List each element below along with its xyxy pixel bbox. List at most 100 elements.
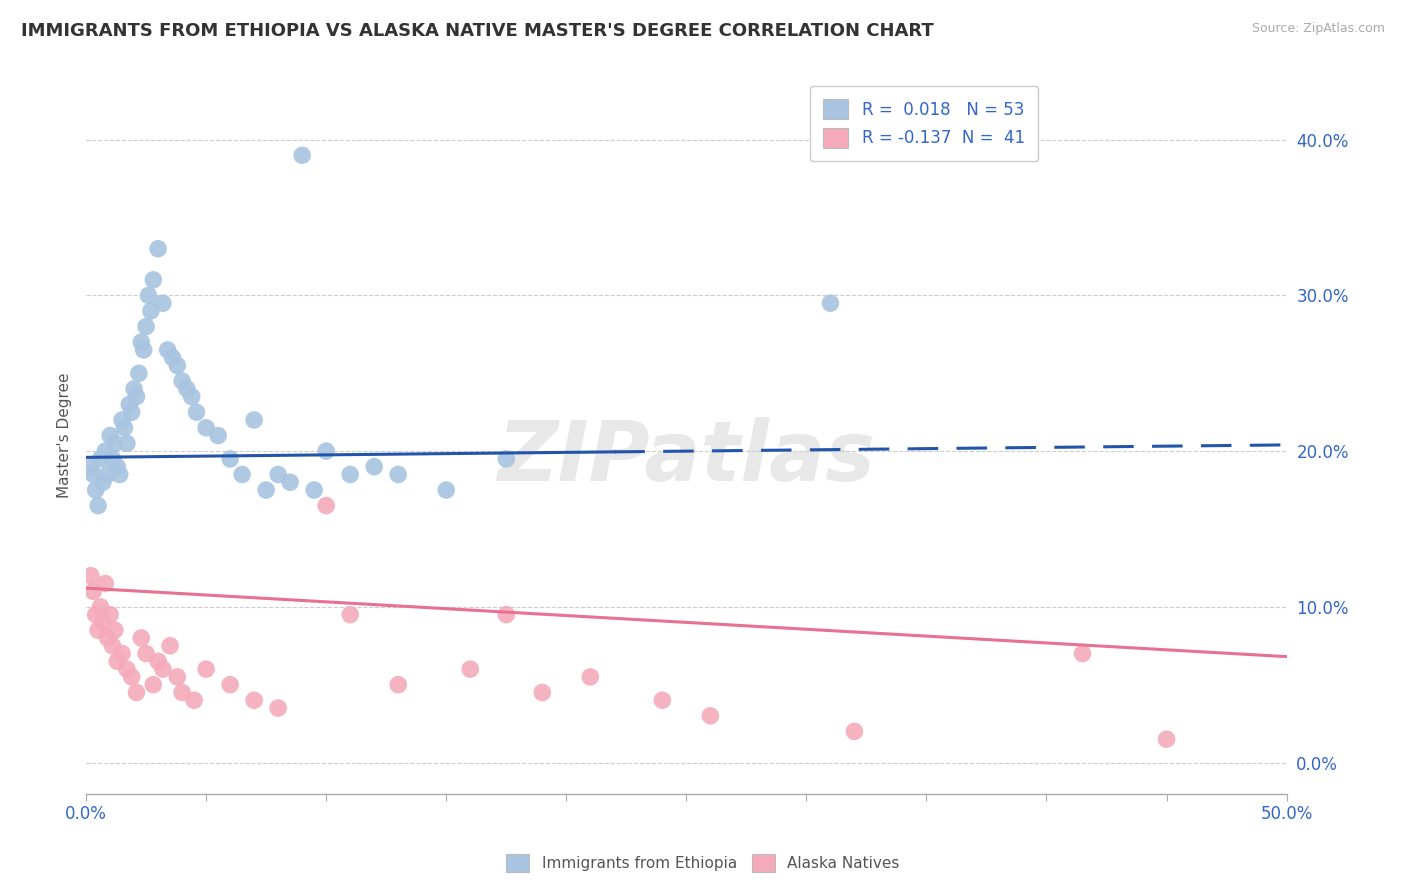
Point — [186, 405, 208, 419]
Point — [80, 568, 103, 582]
Point — [162, 351, 184, 365]
Point — [82, 467, 104, 482]
Point — [339, 607, 361, 622]
Point — [87, 499, 110, 513]
Point — [129, 631, 152, 645]
Point — [80, 459, 103, 474]
Point — [495, 607, 517, 622]
Point — [125, 685, 148, 699]
Point — [142, 678, 165, 692]
Point — [114, 421, 136, 435]
Y-axis label: Master's Degree: Master's Degree — [58, 373, 72, 499]
Point — [315, 444, 337, 458]
Point — [97, 467, 120, 482]
Point — [302, 483, 325, 497]
Point — [104, 623, 127, 637]
Point — [152, 296, 174, 310]
Point — [94, 576, 117, 591]
Point — [122, 382, 145, 396]
Point — [231, 467, 253, 482]
Point — [243, 413, 266, 427]
Point — [125, 390, 148, 404]
Point — [195, 421, 218, 435]
Point — [94, 444, 117, 458]
Point — [243, 693, 266, 707]
Point — [699, 708, 721, 723]
Text: Source: ZipAtlas.com: Source: ZipAtlas.com — [1251, 22, 1385, 36]
Point — [89, 451, 111, 466]
Point — [105, 459, 128, 474]
Point — [98, 607, 121, 622]
Point — [1071, 647, 1094, 661]
Text: IMMIGRANTS FROM ETHIOPIA VS ALASKA NATIVE MASTER'S DEGREE CORRELATION CHART: IMMIGRANTS FROM ETHIOPIA VS ALASKA NATIV… — [21, 22, 934, 40]
Point — [651, 693, 673, 707]
Point — [458, 662, 481, 676]
Point — [387, 467, 409, 482]
Point — [118, 397, 141, 411]
Point — [121, 405, 143, 419]
Point — [87, 623, 110, 637]
Point — [135, 319, 157, 334]
Point — [129, 335, 152, 350]
Point — [166, 359, 188, 373]
Point — [91, 615, 114, 630]
Point — [267, 467, 290, 482]
Point — [101, 639, 124, 653]
Point — [195, 662, 218, 676]
Point — [135, 647, 157, 661]
Point — [84, 607, 107, 622]
Point — [105, 654, 128, 668]
Point — [531, 685, 554, 699]
Point — [98, 428, 121, 442]
Point — [89, 599, 111, 614]
Point — [159, 639, 181, 653]
Point — [495, 451, 517, 466]
Point — [128, 366, 150, 380]
Point — [152, 662, 174, 676]
Point — [104, 436, 127, 450]
Point — [146, 242, 169, 256]
Point — [254, 483, 277, 497]
Point — [176, 382, 198, 396]
Point — [363, 459, 385, 474]
Point — [108, 467, 131, 482]
Point — [339, 467, 361, 482]
Point — [91, 475, 114, 490]
Point — [278, 475, 301, 490]
Point — [139, 304, 162, 318]
Point — [82, 584, 104, 599]
Legend: R =  0.018   N = 53, R = -0.137  N =  41: R = 0.018 N = 53, R = -0.137 N = 41 — [810, 86, 1038, 161]
Point — [207, 428, 229, 442]
Point — [1156, 732, 1178, 747]
Point — [219, 451, 242, 466]
Point — [115, 436, 138, 450]
Point — [146, 654, 169, 668]
Point — [387, 678, 409, 692]
Point — [121, 670, 143, 684]
Point — [434, 483, 457, 497]
Point — [111, 413, 134, 427]
Legend: Immigrants from Ethiopia, Alaska Natives: Immigrants from Ethiopia, Alaska Natives — [499, 846, 907, 880]
Point — [172, 374, 194, 388]
Point — [111, 647, 134, 661]
Point — [142, 273, 165, 287]
Point — [166, 670, 188, 684]
Point — [219, 678, 242, 692]
Point — [115, 662, 138, 676]
Point — [84, 483, 107, 497]
Point — [183, 693, 205, 707]
Point — [291, 148, 314, 162]
Point — [180, 390, 202, 404]
Point — [579, 670, 602, 684]
Point — [97, 631, 120, 645]
Point — [138, 288, 160, 302]
Point — [844, 724, 866, 739]
Point — [267, 701, 290, 715]
Point — [172, 685, 194, 699]
Point — [156, 343, 179, 357]
Point — [132, 343, 155, 357]
Text: ZIPatlas: ZIPatlas — [498, 417, 876, 498]
Point — [315, 499, 337, 513]
Point — [820, 296, 842, 310]
Point — [101, 451, 124, 466]
